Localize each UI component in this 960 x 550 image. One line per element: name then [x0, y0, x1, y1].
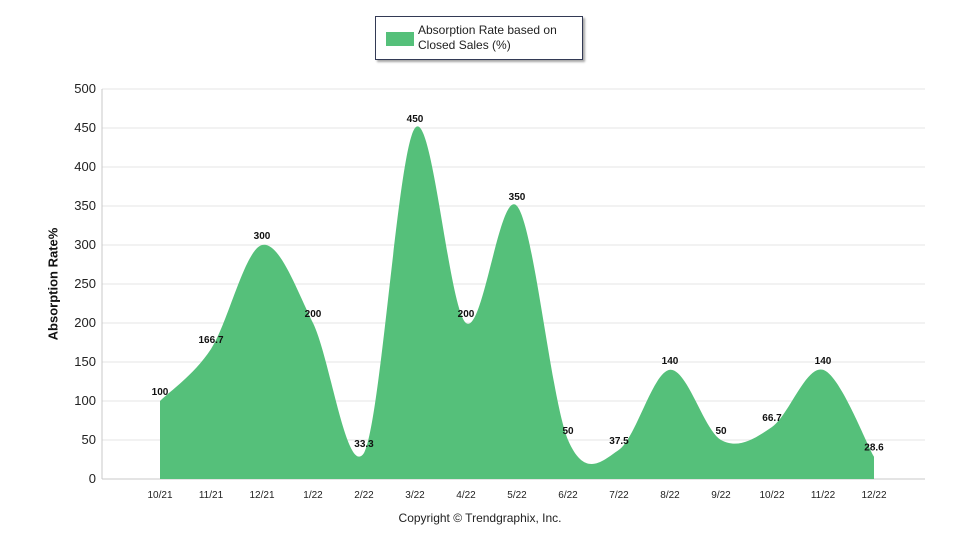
x-tick-label: 10/21	[147, 490, 172, 501]
x-tick-label: 12/22	[861, 490, 886, 501]
data-label: 37.5	[609, 436, 629, 447]
x-tick-label: 1/22	[303, 490, 323, 501]
data-label: 350	[509, 192, 526, 203]
data-label: 200	[305, 309, 322, 320]
data-label: 50	[715, 426, 727, 437]
data-label: 50	[562, 426, 574, 437]
x-tick-label: 3/22	[405, 490, 425, 501]
y-tick-label: 0	[89, 471, 96, 486]
y-tick-label: 100	[74, 393, 96, 408]
x-tick-label: 7/22	[609, 490, 629, 501]
x-tick-label: 12/21	[249, 490, 274, 501]
series-area	[160, 126, 874, 479]
x-tick-label: 11/22	[811, 490, 836, 501]
legend-label: Absorption Rate based on Closed Sales (%…	[418, 23, 557, 52]
data-label: 166.7	[198, 335, 223, 346]
legend: Absorption Rate based on Closed Sales (%…	[375, 16, 583, 60]
x-tick-label: 10/22	[759, 490, 784, 501]
x-tick-label: 5/22	[507, 490, 527, 501]
y-tick-label: 350	[74, 198, 96, 213]
data-label: 100	[152, 387, 169, 398]
data-label: 140	[662, 356, 679, 367]
y-tick-label: 300	[74, 237, 96, 252]
y-tick-label: 150	[74, 354, 96, 369]
y-tick-label: 50	[82, 432, 96, 447]
x-tick-label: 6/22	[558, 490, 578, 501]
data-label: 200	[458, 309, 475, 320]
y-tick-label: 200	[74, 315, 96, 330]
x-tick-label: 2/22	[354, 490, 374, 501]
data-label: 140	[815, 356, 832, 367]
x-tick-label: 9/22	[711, 490, 731, 501]
copyright-text: Copyright © Trendgraphix, Inc.	[398, 511, 562, 525]
legend-swatch	[386, 32, 414, 46]
x-tick-label: 8/22	[660, 490, 680, 501]
y-axis-label: Absorption Rate%	[45, 227, 61, 341]
data-label: 33.3	[354, 439, 374, 450]
y-tick-label: 500	[74, 81, 96, 96]
data-label: 450	[407, 114, 424, 125]
x-tick-label: 4/22	[456, 490, 476, 501]
data-label: 28.6	[864, 443, 884, 454]
data-label: 300	[254, 231, 271, 242]
data-label: 66.7	[762, 413, 782, 424]
x-tick-label: 11/21	[199, 490, 224, 501]
y-tick-label: 400	[74, 159, 96, 174]
y-tick-label: 450	[74, 120, 96, 135]
y-tick-label: 250	[74, 276, 96, 291]
